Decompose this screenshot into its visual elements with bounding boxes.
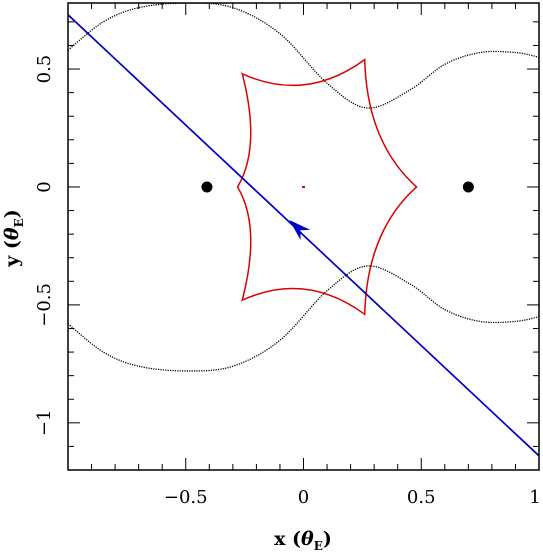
- y-tick-label: −1: [34, 410, 55, 437]
- x-tick-label: 1: [529, 487, 540, 508]
- x-tick-label: 0.5: [407, 487, 436, 508]
- source-trajectory: [68, 14, 539, 457]
- x-tick-label: 0: [298, 487, 309, 508]
- axes: [67, 2, 540, 471]
- y-tick-label: −0.5: [34, 283, 55, 327]
- axis-labels: −0.5 0 0.5 1 0.5 0 −0.5 −1 x (θE) y (θE): [1, 55, 541, 553]
- lens-point-2: [462, 181, 474, 193]
- plot-area: [68, 3, 539, 457]
- plot-frame: [67, 2, 540, 471]
- x-axis-title: x (θE): [274, 528, 332, 553]
- caustic-curve: [236, 58, 418, 316]
- critical-curve-upper: [68, 3, 539, 109]
- y-axis-title: y (θE): [1, 209, 26, 268]
- lens-point-1: [201, 181, 213, 193]
- y-tick-label: 0: [34, 181, 55, 192]
- y-tick-label: 0.5: [34, 55, 55, 84]
- critical-curve-lower: [68, 265, 539, 372]
- trajectory-arrow: [289, 219, 311, 241]
- x-tick-label: −0.5: [164, 487, 208, 508]
